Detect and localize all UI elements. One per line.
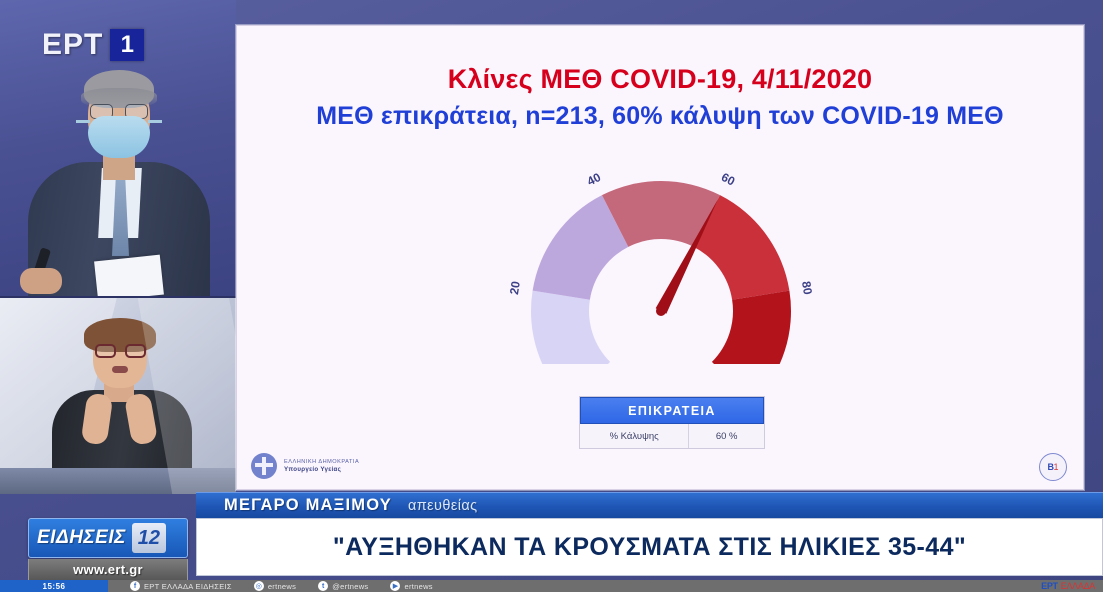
eody-logo-text-b: 1: [1053, 462, 1059, 472]
video-panel-sign-language: [0, 296, 236, 494]
headline-bar: "ΑΥΞΗΘΗΚΑΝ ΤΑ ΚΡΟΥΣΜΑΤΑ ΣΤΙΣ ΗΛΙΚΙΕΣ 35-…: [196, 518, 1103, 576]
ministry-logo-line2: Υπουργείο Υγείας: [284, 465, 342, 473]
channel-logo-number: 1: [110, 29, 145, 61]
gauge-tick-60: 60: [719, 170, 738, 189]
gauge-tick-40: 40: [585, 170, 604, 189]
social-media-strip: 15:56 f ΕΡΤ ΕΛΛΑΔΑ ΕΙΔΗΣΕΙΣ ◎ ertnews t …: [0, 580, 1103, 592]
eyeglasses-icon: [95, 344, 146, 358]
interpreter-mouth: [112, 366, 128, 373]
speaker-tie: [112, 178, 129, 256]
table-cell-label: % Κάλυψης: [580, 424, 690, 448]
eody-logo-text-a: Β: [1047, 462, 1054, 472]
speaker-figure: [0, 0, 236, 296]
social-label: ΕΡΤ ΕΛΛΑΔΑ ΕΙΔΗΣΕΙΣ: [144, 581, 232, 591]
location-name: ΜΕΓΑΡΟ ΜΑΞΙΜΟΥ: [224, 496, 392, 514]
ministry-logo: ΕΛΛΗΝΙΚΗ ΔΗΜΟΚΡΑΤΙΑ Υπουργείο Υγείας: [251, 453, 359, 479]
website-url-bar[interactable]: www.ert.gr: [28, 559, 188, 581]
ministry-logo-line1: ΕΛΛΗΝΙΚΗ ΔΗΜΟΚΡΑΤΙΑ: [284, 458, 360, 465]
youtube-icon: ▶: [390, 581, 401, 591]
gauge-segment-40-60: [601, 181, 721, 247]
video-panel-speaker: ΕΡΤ 1: [0, 0, 236, 296]
speaker-hand: [20, 268, 62, 294]
presentation-slide: Κλίνες ΜΕΘ COVID-19, 4/11/2020 ΜΕΘ επικρ…: [236, 25, 1084, 490]
greek-coat-of-arms-icon: [251, 453, 277, 479]
social-item-instagram[interactable]: ◎ ertnews: [253, 581, 297, 591]
network-brand-b: ΕΛΛΑΔΑ: [1060, 581, 1096, 591]
facebook-icon: f: [130, 581, 140, 591]
social-label: ertnews: [267, 581, 297, 591]
gauge-segment-80-100: [711, 290, 791, 364]
clock: 15:56: [0, 580, 108, 592]
news-badge-label: ΕΙΔΗΣΕΙΣ: [37, 527, 126, 548]
social-label: @ertnews: [332, 581, 369, 591]
gauge-svg: 020406080100: [507, 170, 815, 364]
gauge-segments: [531, 181, 791, 364]
gauge-needle-pointer: [655, 198, 719, 314]
social-item-twitter[interactable]: t @ertnews: [318, 581, 368, 591]
live-tag: απευθείας: [408, 497, 478, 514]
gauge-chart: 020406080100: [237, 149, 1085, 364]
network-brand: ΕΡΤ ΕΛΛΑΔΑ: [1041, 581, 1095, 591]
gauge-needle: [655, 198, 719, 316]
headline-text: "ΑΥΞΗΘΗΚΑΝ ΤΑ ΚΡΟΥΣΜΑΤΑ ΣΤΙΣ ΗΛΙΚΙΕΣ 35-…: [332, 532, 967, 561]
news-program-badge: ΕΙΔΗΣΕΙΣ 12: [28, 518, 188, 558]
table-header: ΕΠΙΚΡΑΤΕΙΑ: [580, 397, 764, 424]
slide-title: Κλίνες ΜΕΘ COVID-19, 4/11/2020: [447, 64, 873, 94]
slide-subtitle: ΜΕΘ επικράτεια, n=213, 60% κάλυψη των CO…: [316, 102, 1004, 130]
face-mask-icon: [76, 116, 162, 158]
speaker-papers: [94, 254, 164, 296]
social-label: ertnews: [404, 581, 433, 591]
gauge-tick-80: 80: [799, 280, 815, 296]
news-badge-number: 12: [131, 523, 166, 553]
coverage-table: ΕΠΙΚΡΑΤΕΙΑ % Κάλυψης 60 %: [579, 396, 765, 449]
gauge-segment-60-80: [693, 195, 790, 300]
gauge-segment-0-20: [531, 290, 611, 364]
eyeglasses-icon: [90, 104, 148, 119]
instagram-icon: ◎: [253, 581, 264, 591]
network-brand-a: ΕΡΤ: [1041, 581, 1058, 591]
channel-logo: ΕΡΤ 1: [42, 28, 145, 62]
gauge-needle-hub: [656, 306, 666, 316]
gauge-segment-20-40: [532, 195, 629, 300]
website-url: www.ert.gr: [73, 562, 143, 577]
gauge-tick-20: 20: [507, 280, 523, 296]
table-cell-value: 60 %: [715, 431, 738, 442]
location-bar: ΜΕΓΑΡΟ ΜΑΞΙΜΟΥ απευθείας: [196, 492, 1103, 518]
gauge-tick-labels: 020406080100: [507, 170, 815, 296]
social-item-youtube[interactable]: ▶ ertnews: [390, 581, 433, 591]
speaker-hair: [81, 70, 157, 108]
social-item-facebook[interactable]: f ΕΡΤ ΕΛΛΑΔΑ ΕΙΔΗΣΕΙΣ: [130, 581, 232, 591]
interpreter-desk: [0, 468, 236, 494]
table-row: % Κάλυψης 60 %: [580, 424, 764, 448]
twitter-icon: t: [318, 581, 329, 591]
channel-logo-text: ΕΡΤ: [42, 28, 104, 61]
